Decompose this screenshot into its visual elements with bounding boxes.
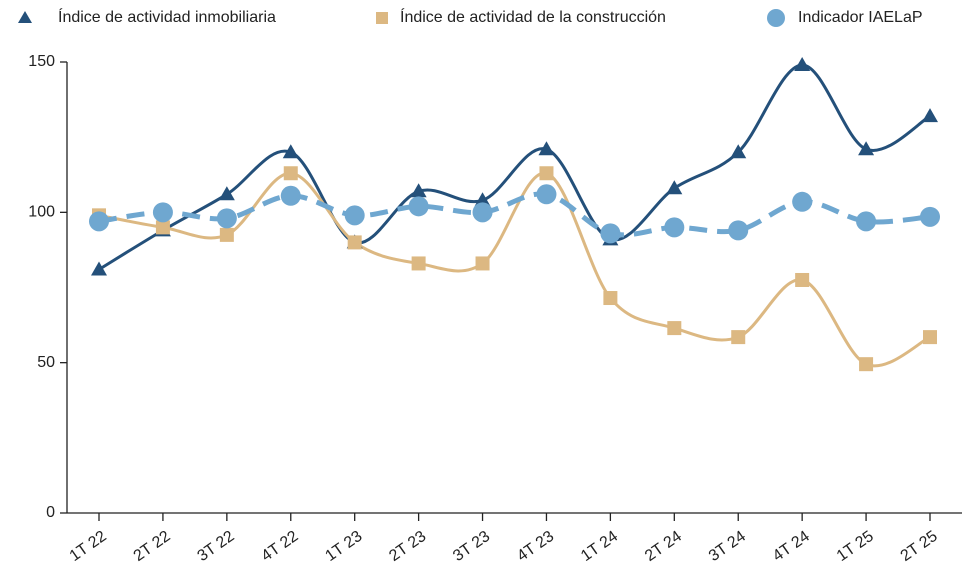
y-tick-label: 150: [28, 53, 55, 70]
point: [475, 256, 490, 271]
x-tick-label: 4T 22: [258, 528, 301, 565]
legend-label: Índice de actividad inmobiliaria: [58, 7, 276, 26]
point: [344, 205, 365, 226]
point: [280, 185, 301, 206]
y-tick-label: 100: [28, 204, 55, 221]
point: [858, 141, 875, 156]
legend-marker: [376, 12, 388, 24]
point: [347, 235, 362, 250]
point: [666, 180, 683, 195]
point: [89, 211, 109, 232]
legend-label: Índice de actividad de la construcción: [400, 7, 666, 26]
point: [155, 220, 170, 235]
point: [730, 144, 747, 159]
point: [922, 108, 938, 123]
point: [408, 196, 429, 217]
x-tick-label: 2T 25: [898, 528, 941, 565]
point: [667, 321, 682, 336]
point: [856, 211, 877, 232]
point: [920, 206, 940, 227]
point: [539, 166, 554, 181]
point: [600, 223, 621, 244]
point: [283, 166, 298, 181]
x-tick-label: 3T 23: [450, 528, 493, 565]
point: [795, 272, 810, 287]
legend-marker: [18, 11, 32, 23]
x-tick-label: 2T 24: [642, 528, 685, 565]
point: [410, 183, 427, 198]
point: [536, 184, 557, 205]
y-tick-label: 50: [37, 354, 55, 371]
x-tick-label: 1T 22: [67, 528, 110, 565]
x-tick-label: 3T 22: [195, 528, 238, 565]
point: [603, 291, 618, 306]
x-tick-label: 1T 23: [322, 528, 365, 565]
point: [731, 330, 746, 345]
point: [794, 57, 811, 72]
y-tick-label: 0: [46, 504, 55, 521]
x-tick-label: 1T 24: [578, 528, 621, 565]
point: [728, 220, 749, 241]
legend-label: Indicador IAELaP: [798, 9, 923, 26]
point: [91, 261, 107, 276]
x-tick-label: 2T 22: [131, 528, 174, 565]
x-tick-label: 4T 24: [770, 528, 813, 565]
x-tick-label: 2T 23: [386, 528, 429, 565]
series-line: [98, 171, 931, 368]
point: [664, 217, 685, 238]
point: [923, 330, 937, 345]
point: [472, 202, 493, 223]
x-tick-label: 4T 23: [514, 528, 557, 565]
x-tick-label: 1T 25: [834, 528, 877, 565]
point: [218, 186, 235, 201]
point: [152, 202, 173, 223]
point: [219, 227, 234, 242]
point: [474, 192, 491, 207]
point: [216, 208, 237, 229]
legend-marker: [767, 9, 785, 27]
point: [859, 357, 874, 372]
point: [282, 144, 299, 159]
point: [411, 256, 426, 271]
point: [538, 141, 555, 156]
x-tick-label: 3T 24: [706, 528, 749, 565]
point: [792, 191, 813, 212]
